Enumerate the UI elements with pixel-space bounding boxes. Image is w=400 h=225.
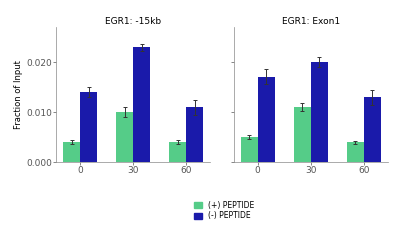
Bar — [241, 137, 258, 162]
Bar — [258, 77, 275, 162]
Bar — [311, 62, 328, 162]
Bar — [80, 92, 97, 162]
Bar — [186, 107, 203, 162]
Bar — [133, 47, 150, 162]
Bar — [63, 142, 80, 162]
Y-axis label: Fraction of Input: Fraction of Input — [14, 60, 23, 129]
Bar — [364, 97, 381, 162]
Legend: (+) PEPTIDE, (-) PEPTIDE: (+) PEPTIDE, (-) PEPTIDE — [193, 200, 255, 221]
Bar — [347, 142, 364, 162]
Title: EGR1: -15kb: EGR1: -15kb — [105, 17, 161, 26]
Bar — [169, 142, 186, 162]
Bar — [116, 112, 133, 162]
Bar — [294, 107, 311, 162]
Title: EGR1: Exon1: EGR1: Exon1 — [282, 17, 340, 26]
